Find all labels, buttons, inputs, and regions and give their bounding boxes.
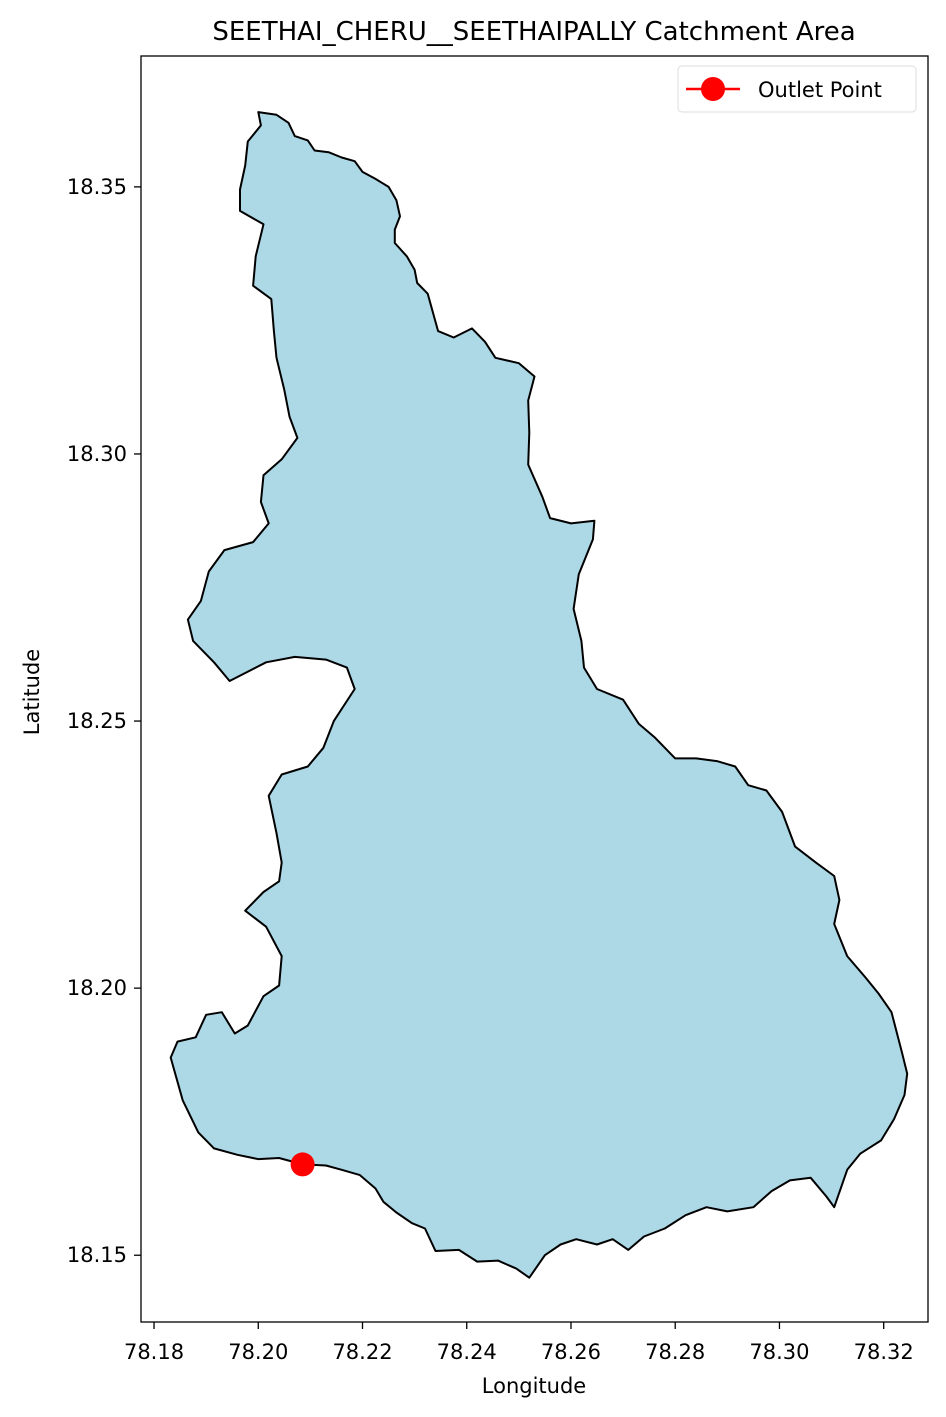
legend: Outlet Point	[677, 65, 917, 113]
x-tick-label: 78.24	[437, 1340, 497, 1364]
x-tick-label: 78.28	[645, 1340, 705, 1364]
y-tick-label: 18.25	[67, 709, 127, 733]
x-tick-label: 78.32	[854, 1340, 914, 1364]
x-tick-label: 78.18	[124, 1340, 184, 1364]
x-tick-label: 78.30	[749, 1340, 809, 1364]
outlet-point-marker	[290, 1152, 315, 1177]
y-tick-label: 18.15	[67, 1243, 127, 1267]
legend-marker	[701, 77, 725, 101]
axes-frame	[140, 55, 929, 1323]
x-tick-label: 78.26	[541, 1340, 601, 1364]
map-title: SEETHAI_CHERU__SEETHAIPALLY Catchment Ar…	[212, 17, 855, 47]
plot-area	[140, 55, 929, 1323]
x-tick-label: 78.20	[228, 1340, 288, 1364]
x-axis: 78.18 78.20 78.22 78.24 78.26 78.28 78.30 78.32	[124, 1322, 914, 1364]
catchment-polygon	[169, 111, 909, 1279]
y-axis-label: Latitude	[20, 649, 44, 735]
x-axis-label: Longitude	[482, 1374, 586, 1398]
y-tick-label: 18.30	[67, 442, 127, 466]
y-tick-label: 18.20	[67, 976, 127, 1000]
x-tick-label: 78.22	[332, 1340, 392, 1364]
legend-label-outlet-point: Outlet Point	[758, 78, 882, 102]
y-axis: 18.15 18.20 18.25 18.30 18.35	[67, 175, 141, 1267]
y-tick-label: 18.35	[67, 175, 127, 199]
legend-box	[677, 65, 917, 113]
